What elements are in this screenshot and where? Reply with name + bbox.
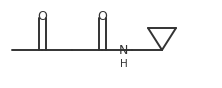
- Text: H: H: [120, 59, 128, 69]
- Text: O: O: [37, 10, 47, 23]
- Text: N: N: [119, 43, 128, 56]
- Text: O: O: [97, 10, 107, 23]
